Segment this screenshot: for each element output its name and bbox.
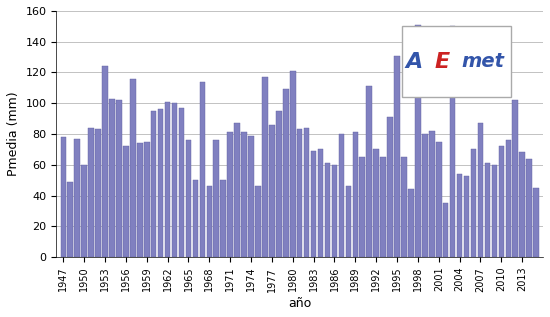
Bar: [116, 100, 122, 257]
Bar: [262, 77, 268, 257]
Bar: [248, 136, 254, 257]
Bar: [324, 163, 331, 257]
Bar: [401, 157, 407, 257]
Bar: [290, 71, 295, 257]
Bar: [123, 146, 129, 257]
Bar: [158, 109, 163, 257]
Bar: [311, 151, 316, 257]
Bar: [394, 55, 400, 257]
Bar: [207, 186, 212, 257]
Bar: [450, 26, 455, 257]
Bar: [172, 103, 177, 257]
Text: met: met: [461, 52, 504, 71]
Bar: [151, 111, 156, 257]
Bar: [353, 133, 358, 257]
Bar: [422, 134, 428, 257]
Bar: [276, 111, 282, 257]
Text: E: E: [434, 52, 449, 72]
Bar: [95, 129, 101, 257]
Bar: [221, 180, 226, 257]
Bar: [200, 82, 205, 257]
Bar: [443, 203, 448, 257]
Bar: [339, 134, 344, 257]
Bar: [429, 131, 434, 257]
Bar: [498, 146, 504, 257]
Bar: [408, 189, 414, 257]
Bar: [213, 140, 219, 257]
X-axis label: año: año: [288, 297, 311, 310]
Text: A: A: [405, 52, 423, 72]
Bar: [186, 140, 191, 257]
Bar: [381, 157, 386, 257]
Bar: [519, 152, 525, 257]
Bar: [534, 188, 539, 257]
Bar: [471, 149, 476, 257]
Bar: [492, 165, 497, 257]
Bar: [81, 165, 87, 257]
Bar: [165, 102, 170, 257]
Bar: [102, 66, 108, 257]
Bar: [505, 140, 511, 257]
Bar: [415, 25, 421, 257]
Bar: [74, 139, 80, 257]
Bar: [318, 149, 323, 257]
Bar: [526, 158, 532, 257]
Bar: [60, 137, 66, 257]
Bar: [485, 163, 490, 257]
FancyBboxPatch shape: [402, 26, 511, 98]
Bar: [478, 123, 483, 257]
Bar: [387, 117, 393, 257]
Bar: [179, 108, 184, 257]
Bar: [283, 89, 289, 257]
Bar: [137, 143, 142, 257]
Bar: [373, 149, 379, 257]
Bar: [234, 123, 240, 257]
Bar: [332, 165, 337, 257]
Bar: [144, 142, 150, 257]
Bar: [192, 180, 198, 257]
Bar: [304, 128, 310, 257]
Bar: [68, 182, 73, 257]
Bar: [436, 142, 442, 257]
Bar: [109, 99, 115, 257]
Bar: [130, 79, 136, 257]
Bar: [457, 174, 463, 257]
Bar: [366, 86, 372, 257]
Bar: [513, 100, 518, 257]
Bar: [464, 176, 469, 257]
Bar: [227, 133, 233, 257]
Bar: [255, 186, 261, 257]
Bar: [360, 157, 365, 257]
Bar: [241, 133, 247, 257]
Bar: [269, 125, 274, 257]
Bar: [297, 129, 302, 257]
Y-axis label: Pmedia (mm): Pmedia (mm): [7, 92, 20, 176]
Bar: [345, 186, 351, 257]
Bar: [89, 128, 94, 257]
